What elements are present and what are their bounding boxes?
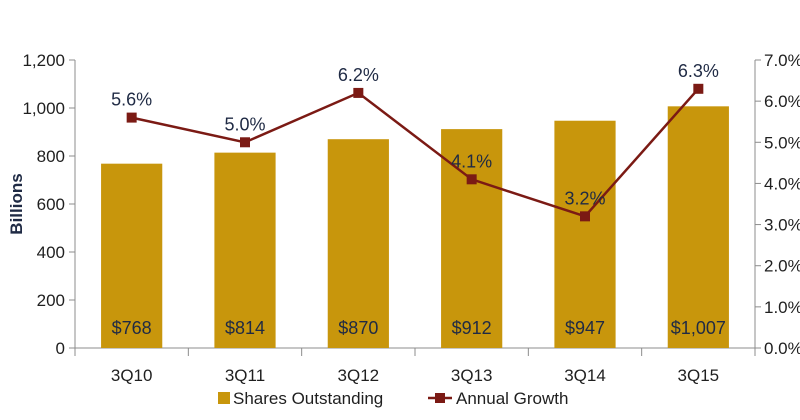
y-axis-title: Billions [7,173,26,234]
growth-value-label: 6.3% [678,61,719,81]
left-tick-label: 1,200 [22,51,65,70]
growth-value-label: 5.6% [111,90,152,110]
axes-layer: 0 200 400 600 800 1,000 1,200 0.0% 1.0% 2.0% 3.0% 4… [7,51,800,385]
left-tick-label: 0 [56,339,65,358]
growth-point [126,112,137,123]
category-label: 3Q11 [225,366,265,385]
left-tick-label: 400 [37,243,65,262]
bars-layer [101,106,729,348]
growth-point [693,83,704,94]
growth-value-label: 3.2% [564,188,605,208]
growth-line [131,87,700,218]
left-tick-label: 1,000 [22,99,65,118]
legend-swatch-shares [218,392,230,404]
category-label: 3Q15 [678,366,720,385]
bar-labels-layer: $768 $814 $870 $912 $947 $1,007 [112,318,726,338]
legend-label-growth: Annual Growth [456,389,568,408]
growth-labels-layer: 5.6% 5.0% 6.2% 4.1% 3.2% 6.3% [111,61,719,209]
legend: Shares Outstanding Annual Growth [218,389,568,408]
right-tick-label: 0.0% [764,339,800,358]
growth-value-label: 5.0% [224,114,265,134]
bar [101,163,163,348]
right-tick-label: 3.0% [764,216,800,235]
bar [214,152,276,348]
bar-value-label: $870 [338,318,378,338]
growth-value-label: 6.2% [338,65,379,85]
growth-value-label: 4.1% [451,151,492,171]
bar-value-label: $947 [565,318,605,338]
bar [667,106,729,348]
growth-line-layer [126,83,704,222]
left-tick-label: 200 [37,291,65,310]
right-tick-label: 5.0% [764,133,800,152]
right-tick-label: 2.0% [764,257,800,276]
category-label: 3Q10 [111,366,153,385]
growth-point [580,211,590,222]
legend-label-shares: Shares Outstanding [233,389,383,408]
left-tick-label: 600 [37,195,65,214]
bar-value-label: $912 [452,318,492,338]
category-label: 3Q14 [564,366,606,385]
bar [554,120,616,348]
growth-point [466,174,477,185]
bar-value-label: $768 [112,318,152,338]
bar-value-label: $1,007 [671,318,726,338]
right-tick-label: 1.0% [764,298,800,317]
bar [441,129,503,348]
growth-point [353,87,364,98]
growth-point [240,137,250,148]
bar-value-label: $814 [225,318,265,338]
right-tick-label: 4.0% [764,174,800,193]
category-label: 3Q13 [451,366,493,385]
legend-marker-growth [435,393,445,403]
right-tick-label: 6.0% [764,92,800,111]
left-tick-label: 800 [37,147,65,166]
bar [327,139,389,348]
category-label: 3Q12 [338,366,380,385]
right-tick-label: 7.0% [764,51,800,70]
